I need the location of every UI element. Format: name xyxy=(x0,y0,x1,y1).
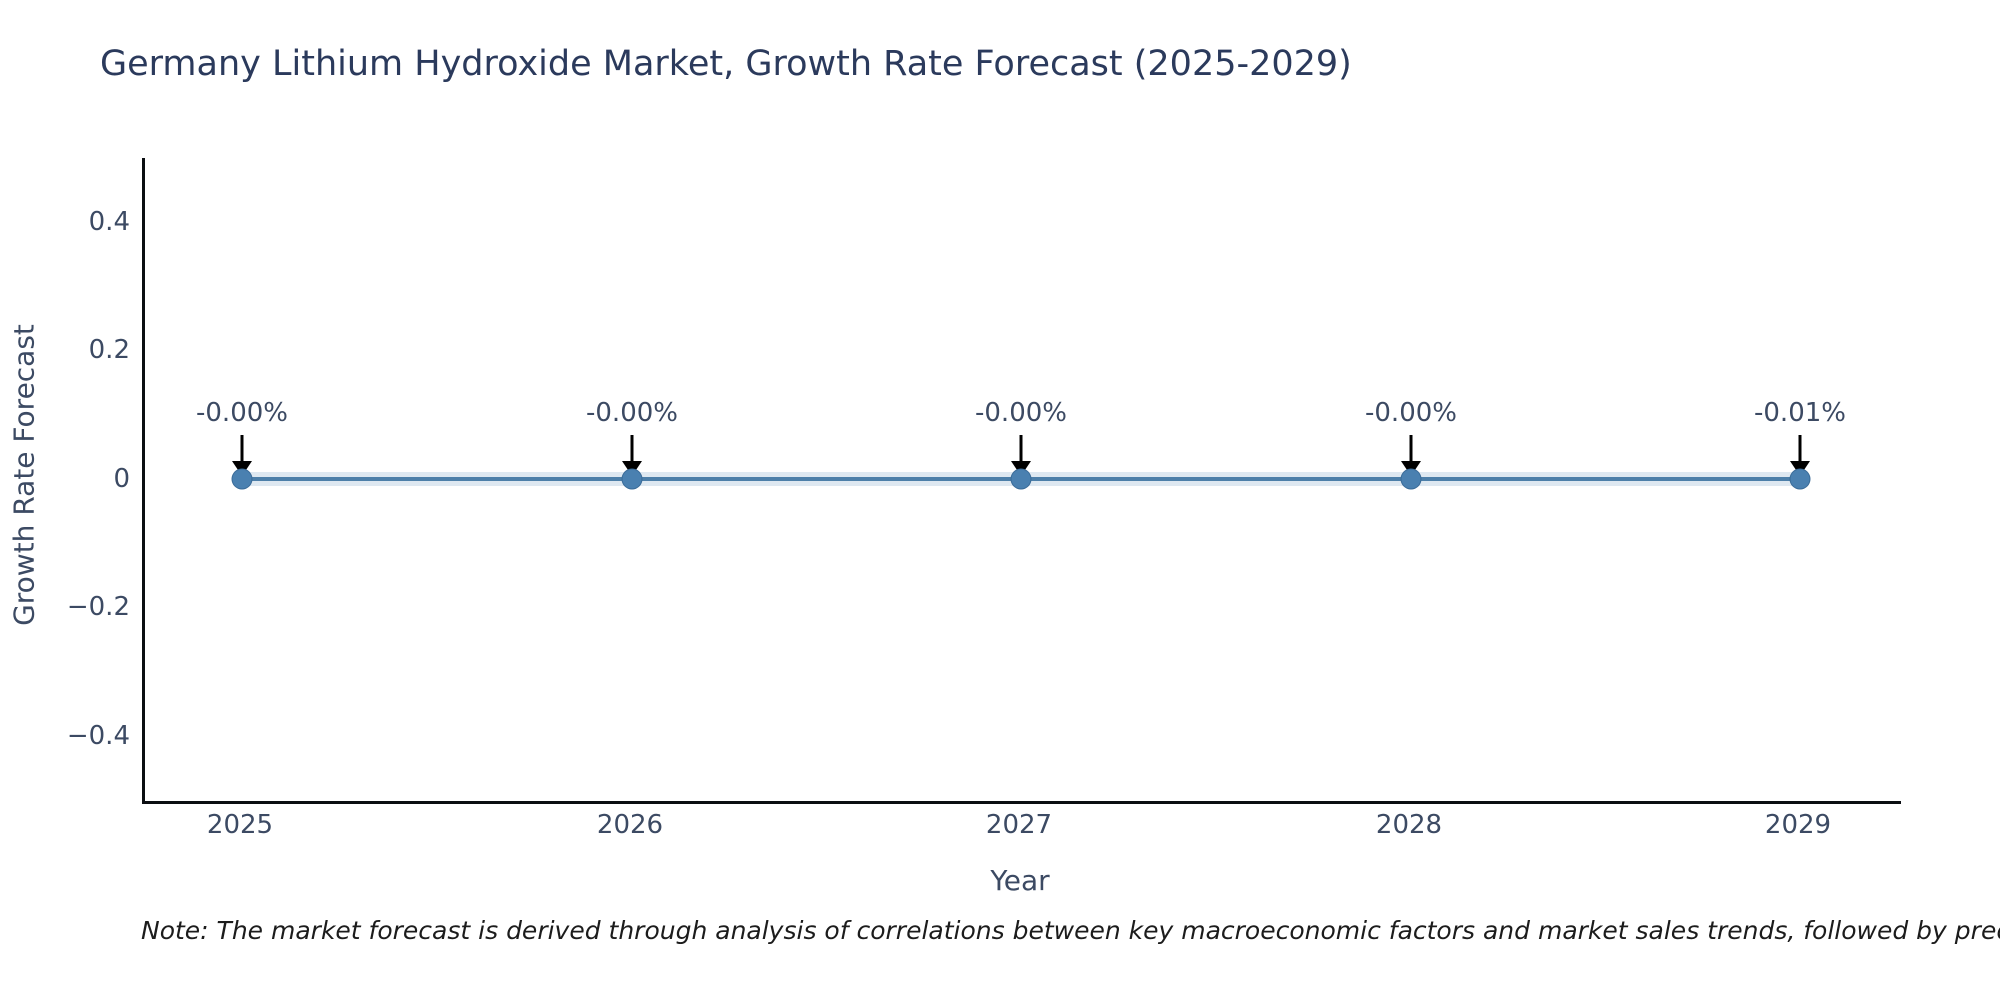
chart-title: Germany Lithium Hydroxide Market, Growth… xyxy=(100,44,1352,84)
annotation-arrow-shaft xyxy=(1409,435,1413,461)
x-tick-2025: 2025 xyxy=(206,810,274,840)
marker-2025 xyxy=(231,468,253,490)
x-tick-2029: 2029 xyxy=(1764,810,1832,840)
annotation-arrow-shaft xyxy=(240,435,244,461)
annotation-label-2027: -0.00% xyxy=(975,398,1067,428)
annotation-label-2026: -0.00% xyxy=(586,398,678,428)
y-tick-0.2: 0.2 xyxy=(88,335,130,365)
footnote: Note: The market forecast is derived thr… xyxy=(141,916,2000,945)
x-axis-label: Year xyxy=(990,864,1050,897)
marker-2028 xyxy=(1400,468,1422,490)
annotation-label-2028: -0.00% xyxy=(1365,398,1457,428)
y-tick-0: 0 xyxy=(113,464,130,494)
x-tick-2027: 2027 xyxy=(985,810,1053,840)
annotation-arrow-shaft xyxy=(1798,435,1802,461)
marker-2029 xyxy=(1789,468,1811,490)
marker-2027 xyxy=(1010,468,1032,490)
y-tick-neg0.2: −0.2 xyxy=(66,592,130,622)
annotation-label-2025: -0.00% xyxy=(196,398,288,428)
x-tick-2028: 2028 xyxy=(1375,810,1443,840)
y-tick-0.4: 0.4 xyxy=(88,207,130,237)
y-tick-neg0.4: −0.4 xyxy=(66,721,130,751)
annotation-arrow-shaft xyxy=(1019,435,1023,461)
marker-2026 xyxy=(621,468,643,490)
x-tick-2026: 2026 xyxy=(596,810,664,840)
annotation-arrow-shaft xyxy=(630,435,634,461)
annotation-label-2029: -0.01% xyxy=(1754,398,1846,428)
plot-area: -0.00% -0.00% -0.00% -0.00% -0.0 xyxy=(142,158,1901,804)
